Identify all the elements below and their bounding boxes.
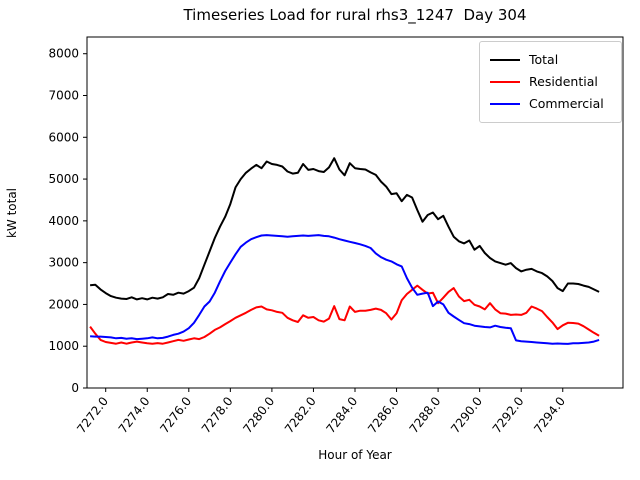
series-line-commercial (90, 234, 600, 345)
x-tick-label: 7276.0 (157, 394, 194, 436)
legend-entry-total: Total (490, 49, 613, 71)
y-tick-label: 3000 (48, 256, 79, 270)
y-tick-label: 1000 (48, 339, 79, 353)
y-tick-label: 8000 (48, 47, 79, 61)
y-tick-label: 6000 (48, 130, 79, 144)
series-line-total (90, 157, 600, 301)
x-tick-label: 7284.0 (323, 394, 360, 436)
x-tick-label: 7288.0 (407, 394, 444, 436)
x-tick-label: 7274.0 (116, 394, 153, 436)
x-tick-label: 7294.0 (531, 394, 568, 436)
y-tick-label: 4000 (48, 214, 79, 228)
commercial-line-swatch (490, 102, 520, 106)
legend: Total Residential Commercial (479, 41, 622, 123)
y-tick-label: 0 (71, 381, 79, 395)
residential-line-swatch (490, 80, 520, 84)
legend-label-residential: Residential (529, 74, 598, 89)
x-tick-label: 7280.0 (240, 394, 277, 436)
legend-entry-commercial: Commercial (490, 93, 613, 115)
x-axis-label: Hour of Year (318, 448, 392, 462)
chart-title: Timeseries Load for rural rhs3_1247 Day … (183, 6, 527, 24)
y-axis-label: kW total (5, 187, 19, 239)
total-line-swatch (490, 58, 520, 62)
x-tick-label: 7292.0 (490, 394, 527, 436)
legend-label-total: Total (529, 52, 559, 67)
y-tick-label: 2000 (48, 297, 79, 311)
x-tick-label: 7286.0 (365, 394, 402, 436)
x-tick-label: 7290.0 (448, 394, 485, 436)
x-tick-label: 7278.0 (199, 394, 236, 436)
legend-label-commercial: Commercial (529, 96, 604, 111)
legend-entry-residential: Residential (490, 71, 613, 93)
x-tick-label: 7282.0 (282, 394, 319, 436)
series-line-residential (89, 284, 600, 345)
x-tick-label: 7272.0 (74, 394, 111, 436)
y-tick-label: 7000 (48, 89, 79, 103)
y-tick-label: 5000 (48, 172, 79, 186)
